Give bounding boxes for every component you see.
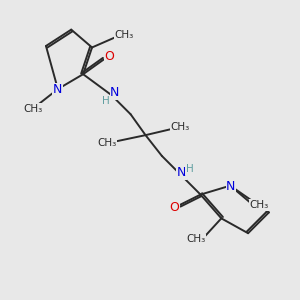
Text: CH₃: CH₃ — [186, 234, 206, 244]
Text: N: N — [110, 86, 120, 99]
Text: CH₃: CH₃ — [97, 139, 116, 148]
Text: N: N — [52, 83, 62, 96]
Text: O: O — [104, 50, 114, 64]
Text: H: H — [186, 164, 194, 174]
Text: CH₃: CH₃ — [170, 122, 189, 132]
Text: N: N — [226, 180, 236, 193]
Text: O: O — [169, 201, 179, 214]
Text: CH₃: CH₃ — [115, 30, 134, 40]
Text: N: N — [176, 167, 186, 179]
Text: H: H — [102, 96, 110, 106]
Text: CH₃: CH₃ — [24, 104, 43, 114]
Text: CH₃: CH₃ — [250, 200, 269, 210]
